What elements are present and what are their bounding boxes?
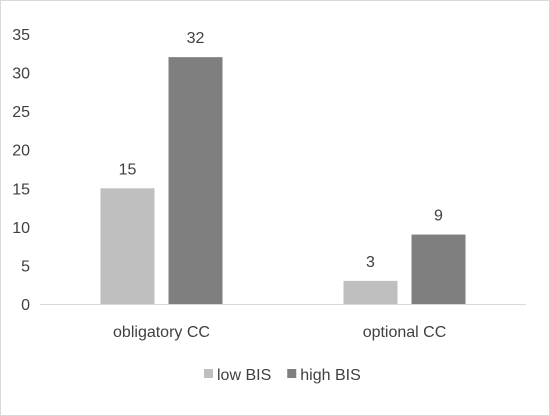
- bars: [100, 57, 466, 305]
- data-labels: 15 32 3 9: [119, 30, 443, 271]
- bar-high-bis-0: [168, 57, 223, 305]
- y-tick-label: 10: [12, 220, 30, 237]
- legend-swatch: [204, 369, 213, 378]
- bar-low-bis-0: [100, 188, 155, 304]
- legend: low BIS high BIS: [204, 367, 361, 384]
- data-label: 15: [119, 161, 137, 178]
- category-labels: obligatory CC optional CC: [113, 324, 446, 341]
- category-label: optional CC: [363, 324, 447, 341]
- data-label: 3: [366, 254, 375, 271]
- y-axis-ticks: 0 5 10 15 20 25 30 35: [12, 27, 30, 314]
- y-tick-label: 15: [12, 181, 30, 198]
- y-tick-label: 5: [21, 258, 30, 275]
- category-label: obligatory CC: [113, 324, 210, 341]
- legend-swatch: [287, 369, 297, 378]
- bar-low-bis-1: [343, 280, 398, 304]
- y-tick-label: 30: [12, 66, 30, 83]
- legend-label: low BIS: [217, 367, 271, 384]
- legend-label: high BIS: [300, 367, 360, 384]
- bar-high-bis-1: [411, 234, 466, 304]
- y-tick-label: 0: [21, 297, 30, 314]
- y-tick-label: 20: [12, 143, 30, 160]
- data-label: 9: [434, 208, 443, 225]
- y-tick-label: 25: [12, 104, 30, 121]
- data-label: 32: [187, 30, 205, 47]
- y-tick-label: 35: [12, 27, 30, 44]
